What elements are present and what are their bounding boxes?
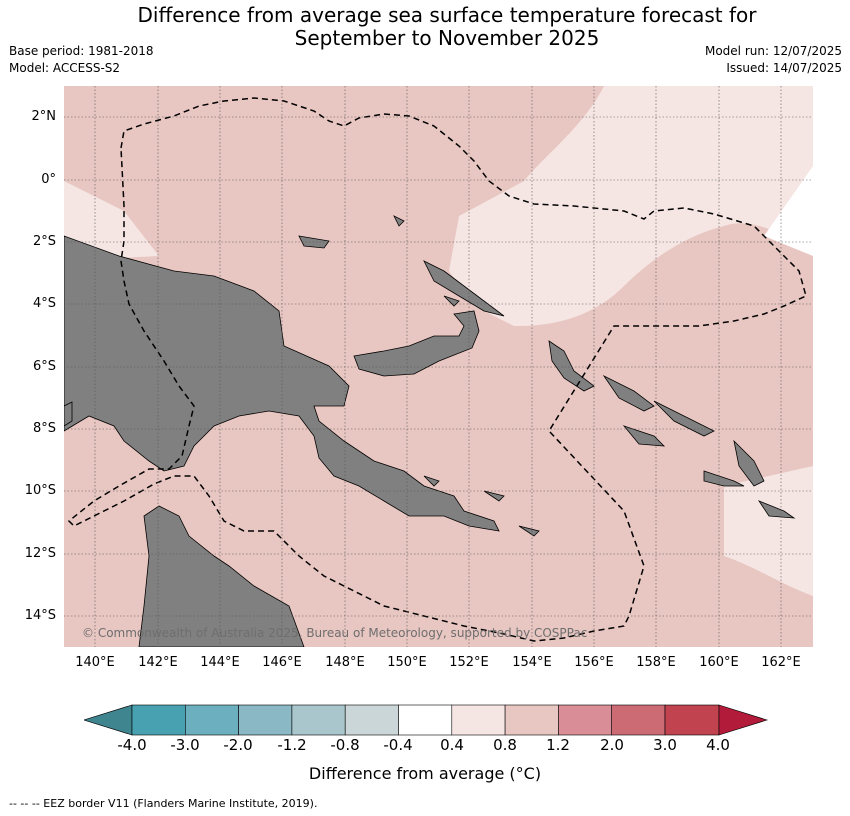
lon-label: 146°E	[262, 655, 302, 670]
colorbar-tick-label: -3.0	[170, 736, 200, 754]
colorbar-swatch	[398, 704, 453, 736]
lon-label: 144°E	[200, 655, 240, 670]
colorbar-swatch	[131, 704, 186, 736]
colorbar-swatch	[504, 704, 559, 736]
lat-label: 14°S	[24, 608, 56, 623]
lat-label: 6°S	[32, 359, 56, 374]
colorbar-swatch	[238, 704, 293, 736]
small-island-4	[483, 490, 505, 502]
model-name: Model: ACCESS-S2	[9, 61, 121, 75]
graticule	[64, 86, 813, 647]
lat-label: 0°	[41, 172, 56, 187]
lon-label: 142°E	[138, 655, 178, 670]
new-guinea	[64, 235, 500, 532]
new-ireland	[423, 260, 505, 317]
lat-label: 2°N	[31, 109, 57, 124]
colorbar-tick-label: -1.2	[277, 736, 307, 754]
colorbar-tick-label: 1.2	[546, 736, 570, 754]
lon-label: 152°E	[449, 655, 489, 670]
bougainville	[548, 340, 595, 392]
santa-isabel	[653, 400, 715, 437]
colorbar-tick-label: 0.8	[493, 736, 517, 754]
colorbar-swatch	[558, 704, 612, 736]
eez-legend-note: -- -- -- EEZ border V11 (Flanders Marine…	[9, 797, 318, 810]
choiseul	[602, 374, 655, 412]
chart-title: Difference from average sea surface temp…	[0, 4, 850, 50]
anomaly-band-0-4-0-8-southeast	[724, 466, 813, 596]
colorbar-tick-label: 4.0	[706, 736, 730, 754]
colorbar-tick-label: -0.4	[383, 736, 413, 754]
lon-label: 160°E	[699, 655, 739, 670]
new-georgia	[622, 425, 666, 447]
lon-label: 148°E	[325, 655, 365, 670]
issued-date: Issued: 14/07/2025	[726, 61, 842, 75]
lon-label: 162°E	[761, 655, 801, 670]
anomaly-band-0-4-0-8-northeast	[449, 86, 813, 326]
new-britain	[353, 310, 480, 377]
colorbar-swatch	[451, 704, 506, 736]
colorbar-swatch	[84, 704, 133, 736]
base-period: Base period: 1981-2018	[9, 44, 154, 58]
lon-label: 156°E	[574, 655, 614, 670]
model-run: Model run: 12/07/2025	[704, 44, 842, 58]
small-island-3	[423, 475, 440, 487]
colorbar-swatch	[344, 704, 399, 736]
copyright-notice: © Commonwealth of Australia 2025, Bureau…	[82, 626, 588, 640]
eez-border	[67, 97, 807, 642]
guadalcanal	[703, 470, 745, 487]
lat-label: 2°S	[32, 234, 56, 249]
colorbar-tick-label: -4.0	[117, 736, 147, 754]
cape-york	[138, 505, 305, 647]
colorbar-tick-label: 0.4	[440, 736, 464, 754]
colorbar	[84, 704, 768, 736]
lon-label: 140°E	[75, 655, 115, 670]
small-island-1	[393, 215, 405, 227]
west-coast-fragment	[64, 401, 73, 427]
colorbar-title: Difference from average (°C)	[308, 764, 542, 783]
colorbar-swatch	[611, 704, 666, 736]
lon-label: 154°E	[512, 655, 552, 670]
lat-label: 8°S	[32, 421, 56, 436]
lon-label: 150°E	[387, 655, 427, 670]
meta-right: Model run: 12/07/2025 Issued: 14/07/2025	[705, 43, 842, 77]
colorbar-tick-label: -0.8	[330, 736, 360, 754]
map-area	[64, 86, 813, 647]
small-island-5	[518, 525, 540, 537]
makira	[757, 500, 796, 519]
meta-left: Base period: 1981-2018 Model: ACCESS-S2	[9, 43, 154, 77]
anomaly-band-white	[764, 166, 813, 256]
colorbar-swatch	[185, 704, 239, 736]
colorbar-swatch	[664, 704, 720, 736]
colorbar-tick-label: 2.0	[600, 736, 624, 754]
colorbar-swatch	[291, 704, 346, 736]
colorbar-tick-label: 3.0	[653, 736, 677, 754]
small-island-2	[443, 295, 460, 307]
lat-label: 4°S	[32, 296, 56, 311]
lon-label: 158°E	[636, 655, 676, 670]
anomaly-band-0-4-0-8-west	[64, 181, 159, 261]
lat-label: 12°S	[24, 546, 56, 561]
malaita	[733, 439, 765, 487]
title-line-1: Difference from average sea surface temp…	[137, 3, 757, 27]
colorbar-tick-label: -2.0	[223, 736, 253, 754]
map-svg	[64, 86, 813, 647]
lat-label: 10°S	[24, 483, 56, 498]
land-masses	[64, 215, 796, 647]
colorbar-swatch	[718, 704, 768, 736]
title-line-2: September to November 2025	[294, 26, 600, 50]
